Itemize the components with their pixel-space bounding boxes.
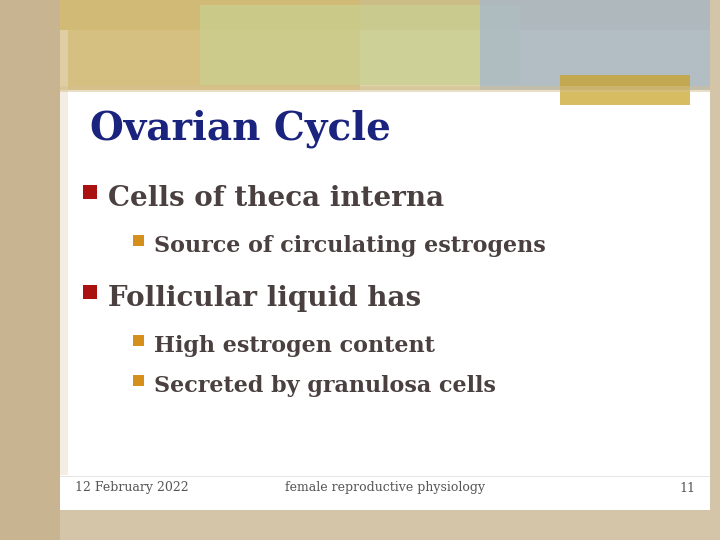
Text: Source of circulating estrogens: Source of circulating estrogens xyxy=(154,235,546,257)
Bar xyxy=(60,86,710,92)
Text: 11: 11 xyxy=(679,482,695,495)
Text: High estrogen content: High estrogen content xyxy=(154,335,435,357)
Bar xyxy=(480,0,710,90)
Bar xyxy=(60,476,710,477)
Text: Cells of theca interna: Cells of theca interna xyxy=(108,185,444,212)
Text: Follicular liquid has: Follicular liquid has xyxy=(108,285,421,312)
Bar xyxy=(0,0,60,540)
Bar xyxy=(60,475,710,510)
Bar xyxy=(133,335,144,346)
Text: 12 February 2022: 12 February 2022 xyxy=(75,482,189,495)
Bar xyxy=(133,235,144,246)
Text: Secreted by granulosa cells: Secreted by granulosa cells xyxy=(154,375,496,397)
Text: Ovarian Cycle: Ovarian Cycle xyxy=(90,110,391,148)
Bar xyxy=(60,30,710,510)
Bar xyxy=(83,185,97,199)
Bar xyxy=(60,30,68,510)
Text: female reproductive physiology: female reproductive physiology xyxy=(285,482,485,495)
Bar xyxy=(200,5,520,85)
Bar xyxy=(560,75,690,105)
Bar xyxy=(60,0,710,90)
Bar xyxy=(133,375,144,386)
Bar xyxy=(60,0,360,90)
Bar xyxy=(83,285,97,299)
